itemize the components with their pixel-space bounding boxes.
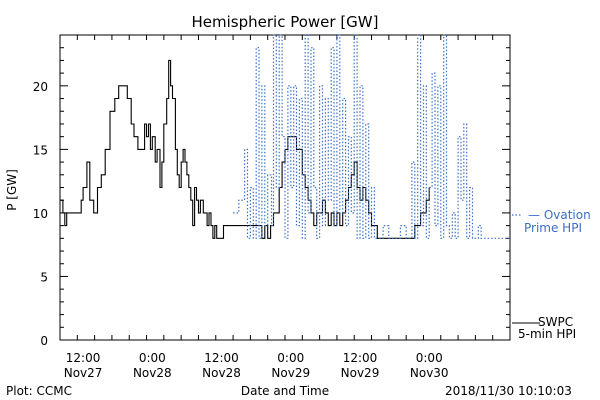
series-swpc-hpi xyxy=(60,59,430,239)
x-tick-label-date: Nov28 xyxy=(133,366,172,380)
y-tick-label: 10 xyxy=(33,207,48,221)
x-tick-label-time: 0:00 xyxy=(139,351,166,365)
x-tick-label-time: 0:00 xyxy=(416,351,443,365)
x-tick-label-date: Nov28 xyxy=(202,366,241,380)
x-tick-label-date: Nov29 xyxy=(341,366,380,380)
footer-plot-credit: Plot: CCMC xyxy=(6,384,72,398)
series-layer xyxy=(60,34,522,239)
legend-ovation-line1: — Ovation xyxy=(528,208,591,222)
x-tick-label-time: 12:00 xyxy=(343,351,378,365)
x-axis-label: Date and Time xyxy=(241,384,329,398)
footer-timestamp: 2018/11/30 10:10:03 xyxy=(445,384,572,398)
y-tick-label: 20 xyxy=(33,80,48,94)
x-tick-label-date: Nov27 xyxy=(64,366,103,380)
y-tick-label: 5 xyxy=(40,270,48,284)
x-tick-label-time: 12:00 xyxy=(66,351,101,365)
y-axis-ticks: 0 5 10 15 20 xyxy=(33,34,510,348)
chart-title: Hemispheric Power [GW] xyxy=(192,13,379,31)
x-tick-label-time: 12:00 xyxy=(204,351,239,365)
x-axis-ticks: 12:00Nov270:00Nov2812:00Nov280:00Nov2912… xyxy=(59,35,511,380)
legend-swpc-line2: 5-min HPI xyxy=(518,327,576,341)
x-tick-label-date: Nov30 xyxy=(410,366,449,380)
x-tick-label-date: Nov29 xyxy=(271,366,310,380)
series-ovation-prime-hpi xyxy=(233,34,510,239)
x-tick-label-time: 0:00 xyxy=(277,351,304,365)
legend-swpc-line1: SWPC xyxy=(538,315,573,329)
y-axis-label: P [GW] xyxy=(5,169,19,211)
legend-ovation-line2: Prime HPI xyxy=(524,221,582,235)
y-tick-label: 0 xyxy=(40,334,48,348)
y-tick-label: 15 xyxy=(33,143,48,157)
